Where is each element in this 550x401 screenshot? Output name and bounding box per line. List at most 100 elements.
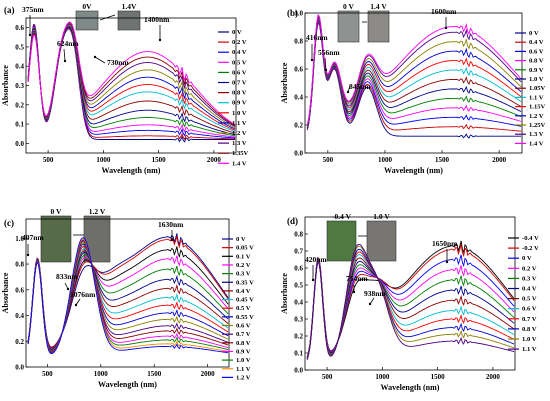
legend-entry: 1.1 V — [529, 94, 544, 101]
arrow-head — [368, 302, 372, 306]
y-tick-label: 0.8 — [294, 231, 303, 239]
peak-annotation: 1630nm — [158, 220, 184, 229]
y-tick-label: 0.3 — [294, 316, 303, 324]
panel-d: -0.4 V 1.0 V 500 1000 1500 2000 0.0 0.1 0.2 0.3 0.… — [280, 212, 539, 392]
legend-entry: 0 V — [529, 30, 539, 37]
x-tick-label: 1000 — [375, 373, 390, 381]
legend-entry: 0.8 V — [522, 326, 537, 333]
series-line — [306, 254, 515, 359]
legend-entry: 0.7 V — [522, 316, 537, 323]
arrow-head — [346, 90, 350, 94]
arrow-head — [26, 253, 30, 257]
y-tick-label: 0.0 — [15, 364, 24, 372]
legend-entry: 0.7 V — [236, 331, 251, 338]
y-tick-label: 0.2 — [15, 101, 24, 109]
legend-entry: 1.4 V — [529, 140, 544, 147]
x-axis-label: Wavelength (nm) — [98, 380, 157, 389]
arrow-head — [74, 303, 78, 307]
photo-arrow — [99, 14, 116, 21]
peak-annotation: 1600nm — [431, 7, 457, 16]
legend-entry: 1.0 V — [236, 357, 251, 364]
y-tick-label: 0.8 — [294, 38, 303, 46]
photo-inset — [337, 10, 360, 43]
y-tick-label: 0.0 — [294, 367, 303, 375]
photo-label: 0V — [82, 2, 92, 11]
legend-entry: 0.9 V — [236, 348, 251, 355]
legend-entry: 0.3 V — [236, 271, 251, 278]
y-tick-label: 0.4 — [294, 299, 303, 307]
peak-annotation: 407nm — [22, 233, 44, 242]
legend-entry: 1.0 V — [232, 110, 247, 117]
x-tick-label: 1000 — [94, 370, 109, 378]
legend-entry: 1.0 V — [529, 76, 544, 83]
y-axis-label: Absorbance — [1, 272, 10, 313]
y-tick-label: 0.6 — [15, 286, 24, 294]
y-tick-label: 1.0 — [294, 10, 303, 18]
peak-annotation: 1650nm — [432, 239, 458, 248]
y-tick-label: 0.0 — [15, 140, 24, 148]
arrow-head — [66, 287, 70, 291]
legend-entry: 0 V — [236, 236, 246, 243]
x-tick-label: 2000 — [201, 370, 216, 378]
peak-annotation: 1076nm — [70, 290, 96, 299]
legend-entry: 0.9 V — [232, 100, 247, 107]
legend-entry: 0.4 V — [236, 288, 251, 295]
peak-annotation: 416nm — [306, 33, 328, 42]
peak-annotation: 556nm — [318, 48, 340, 57]
legend-entry: 0.35 V — [236, 279, 254, 286]
legend-entry: 0 V — [522, 255, 532, 262]
peak-arrow — [75, 298, 81, 306]
peak-annotation: 754nm — [346, 274, 368, 283]
legend-entry: 0.45 V — [236, 297, 254, 304]
y-tick-label: 0.4 — [294, 94, 303, 102]
y-tick-label: 0.2 — [294, 333, 303, 341]
arrow-head — [324, 68, 328, 72]
peak-arrow — [369, 297, 375, 305]
legend-entry: 0.6 V — [232, 69, 247, 76]
legend-entry: 0 V — [232, 29, 242, 36]
legend-entry: 1.3 V — [232, 140, 247, 147]
arrow-head — [445, 260, 449, 264]
legend-entry: 0.2 V — [232, 39, 247, 46]
x-axis-label: Wavelength (nm) — [384, 166, 443, 175]
x-tick-label: 1500 — [147, 370, 162, 378]
legend-entry: 1.2 V — [232, 130, 247, 137]
peak-annotation: 1400nm — [144, 15, 170, 24]
photo-label: 0 V — [343, 2, 354, 11]
legend-entry: 0.5 V — [236, 305, 251, 312]
peak-arrow — [63, 48, 66, 62]
legend-entry: 1.35V — [232, 150, 249, 157]
peak-annotation: 624nm — [57, 39, 79, 48]
series-line — [306, 243, 515, 360]
legend-entry: 0.5 V — [232, 59, 247, 66]
x-tick-label: 500 — [42, 370, 53, 378]
photo-label: 1.2 V — [89, 207, 106, 216]
series-line — [306, 251, 515, 360]
legend-entry: 0.4 V — [522, 286, 537, 293]
photo-inset — [366, 220, 397, 262]
panel-label: (b) — [287, 8, 298, 18]
arrow-head — [310, 58, 314, 62]
peak-arrow — [324, 57, 327, 71]
legend-entry: 0.1 V — [236, 253, 251, 260]
series-line — [27, 21, 236, 125]
peak-annotation: 420nm — [305, 255, 327, 264]
legend-entry: 1.0 V — [522, 336, 537, 343]
x-tick-label: 2000 — [492, 156, 507, 164]
series-line — [306, 254, 515, 358]
legend-entry: 0.2 V — [236, 262, 251, 269]
legend-entry: 1.25V — [529, 122, 546, 129]
legend-entry: 0.6 V — [236, 323, 251, 330]
arrow-head — [444, 26, 448, 30]
arrow-head — [352, 290, 356, 294]
legend-entry: 1.1 V — [236, 366, 251, 373]
legend-entry: 1.05V — [529, 85, 546, 92]
arrow-head — [158, 38, 162, 42]
panel-b: 0 V 1.4 V 500 1000 1500 2000 0.0 0.2 0.4 0.6 0.8 1.… — [280, 2, 546, 175]
legend-entry: 1.2 V — [529, 113, 544, 120]
y-tick-label: 0.5 — [294, 282, 303, 290]
photo-inset — [326, 220, 357, 262]
y-tick-label: 0.1 — [294, 350, 303, 358]
peak-annotation: 375nm — [22, 5, 44, 14]
